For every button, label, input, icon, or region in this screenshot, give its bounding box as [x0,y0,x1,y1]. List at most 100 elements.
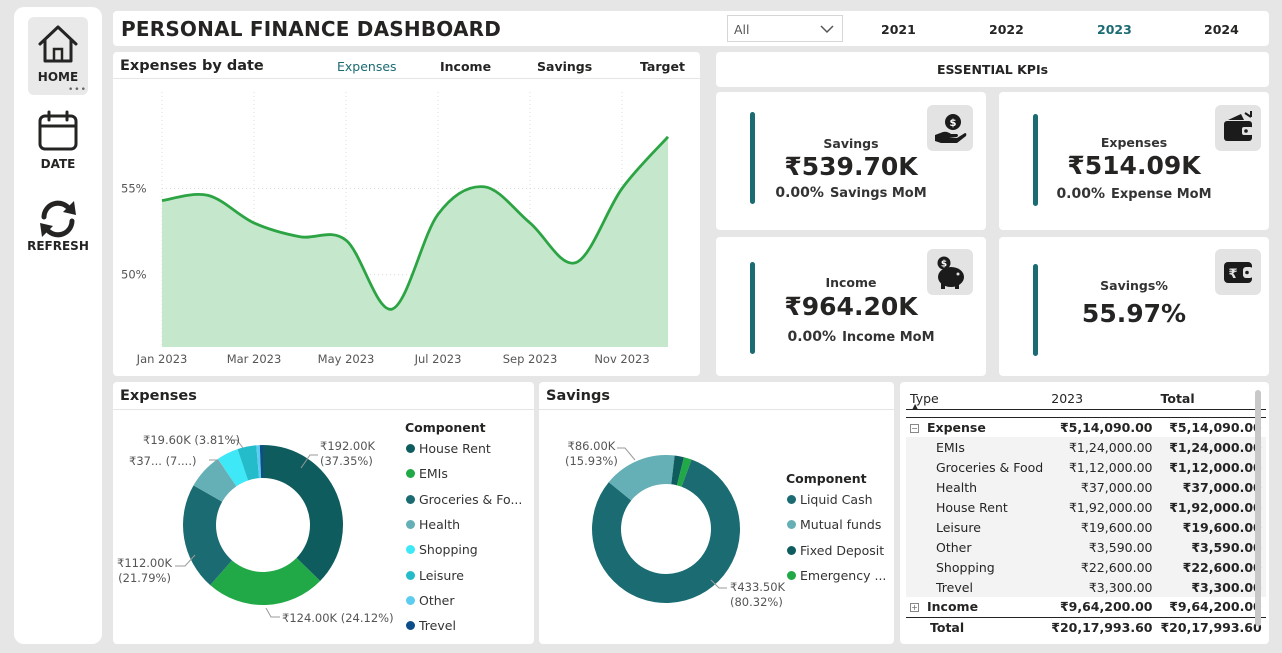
matrix-card: ▲ Type 2023 Total − Expense ₹5,14,090.00 … [900,382,1269,644]
matrix-income-row[interactable]: + Income ₹9,64,200.00 ₹9,64,200.00 [910,599,1262,615]
matrix-expense-item-row: Shopping ₹22,600.00 ₹22,600.00 [906,557,1266,577]
line-chart-title: Expenses by date [120,58,264,74]
legend-dot-icon [406,444,415,453]
savings-legend-item[interactable]: Fixed Deposit [787,543,884,558]
label-groceries: ₹112.00K (21.79%) [117,556,173,585]
legend-dot-icon [406,469,415,479]
leader-line [617,447,636,461]
label-shopping: ₹19.60K (3.81%) [143,433,240,447]
savings-legend-title: Component [786,471,867,486]
x-tick-label: Sep 2023 [503,352,558,366]
kpi-expenses-mom-label: Expense MoM [1111,187,1212,202]
x-tick-label: Jan 2023 [136,352,188,366]
line-chart: 55% 50% Jan 2023 Mar 2023 May 2023 Jul 2023 Se… [121,92,670,366]
kpi-savings-card: $ Savings ₹539.70K 0.00% Savings MoM [716,92,986,230]
savings-slice [676,457,692,487]
expand-icon[interactable]: + [910,603,919,613]
leader-line [300,454,318,469]
legend-dot-icon [406,595,415,605]
savings-slice [671,455,684,486]
savings-slice [608,455,675,501]
kpi-income-label: Income [825,275,877,290]
kpi-income-mom-pct: 0.00% [787,329,837,345]
expenses-legend-item[interactable]: Health [406,517,460,532]
kpi-expenses-value: ₹514.09K [1067,151,1201,180]
year-2022[interactable]: 2022 [989,22,1024,37]
hand-coin-icon: $ [927,105,973,151]
expenses-slice [263,445,343,582]
tab-savings[interactable]: Savings [537,59,593,74]
matrix-expense-item-row: House Rent ₹1,92,000.00 ₹1,92,000.00 [906,497,1266,517]
x-tick-label: Mar 2023 [227,352,282,366]
savings-donut-chart [592,447,740,603]
expenses-legend-item[interactable]: Other [406,593,455,608]
matrix-header-total[interactable]: Total [1160,391,1195,407]
matrix-scrollbar[interactable] [1255,390,1261,626]
leader-line [175,554,196,567]
kpi-expenses-mom-pct: 0.00% [1056,186,1106,202]
expenses-legend-item[interactable]: Shopping [406,542,478,557]
home-icon [38,25,78,63]
kpi-savings-pct-value: 55.97% [1081,299,1187,328]
piggy-bank-icon: $ [927,249,973,295]
year-2023[interactable]: 2023 [1097,22,1132,37]
svg-text:$: $ [941,260,947,270]
matrix-header-2023[interactable]: 2023 [1051,391,1084,407]
kpi-savings-mom-pct: 0.00% [775,185,824,201]
svg-text:$: $ [950,118,957,129]
x-tick-label: Nov 2023 [594,352,649,366]
expenses-legend-item[interactable]: Trevel [406,618,456,633]
refresh-button[interactable]: REFRESH [24,195,92,257]
label-house-rent: ₹192.00K (37.35%) [320,439,376,468]
tab-expenses[interactable]: Expenses [337,59,397,74]
savings-donut-card: Savings ₹433.50K (80.32%) ₹86.00K (15.93… [539,382,894,644]
x-tick-label: May 2023 [318,352,375,366]
matrix-expense-item-row: Leisure ₹19,600.00 ₹19,600.00 [906,517,1266,537]
expenses-donut-chart [175,439,343,618]
label-liquid-cash: ₹433.50K (80.32%) [730,580,786,609]
series-line [161,135,670,311]
matrix-expense-row[interactable]: − Expense ₹5,14,090.00 ₹5,14,090.00 [910,419,1262,435]
matrix-header-row: Type 2023 Total [906,389,1266,409]
area-fill [162,136,668,347]
wallet-icon [1215,105,1261,151]
legend-dot-icon [406,570,415,580]
kpi-savings-mom: 0.00% Savings MoM [721,185,981,201]
expenses-slice [183,485,232,586]
more-dots-icon: ••• [68,85,87,95]
tab-income[interactable]: Income [440,59,492,74]
home-label: HOME [37,70,79,84]
label-health: ₹37... (7....) [129,454,197,468]
matrix-header-type[interactable]: Type [910,391,939,407]
savings-legend-item[interactable]: Mutual funds [787,517,881,532]
kpi-savings-pct-card: ₹ Savings% 55.97% [999,237,1269,376]
expenses-legend-item[interactable]: EMIs [406,466,448,481]
matrix-total-row: Total ₹20,17,993.60 ₹20,17,993.60 [906,616,1266,637]
tab-target[interactable]: Target [640,59,685,74]
year-2021[interactable]: 2021 [881,22,916,37]
collapse-icon[interactable]: − [910,423,919,433]
expenses-legend-item[interactable]: Groceries & Fo... [406,492,522,507]
home-button[interactable]: HOME ••• [28,17,88,95]
year-filter-dropdown[interactable]: All [727,15,843,42]
matrix-expense-item-row: Health ₹37,000.00 ₹37,000.00 [906,477,1266,497]
date-button[interactable]: DATE [28,107,88,175]
expenses-donut-title: Expenses [120,388,197,404]
kpi-income-card: $ Income ₹964.20K 0.00% Income MoM [716,237,986,376]
y-tick-label: 50% [121,268,147,282]
sort-arrow-icon: ▲ [912,402,919,411]
savings-title-underline [539,409,894,410]
kpi-savings-pct-label: Savings% [1100,278,1168,293]
rupee-wallet-icon: ₹ [1215,249,1261,295]
year-2024[interactable]: 2024 [1204,22,1239,37]
savings-slice [592,459,740,603]
savings-legend-item[interactable]: Emergency ... [787,568,886,583]
savings-legend-item[interactable]: Liquid Cash [787,492,873,507]
expenses-legend-item[interactable]: House Rent [406,441,491,456]
tab-underline [113,78,700,79]
header-bar: PERSONAL FINANCE DASHBOARD All 2021 2022… [113,11,1269,46]
expenses-legend-item[interactable]: Leisure [406,568,464,583]
matrix-expense-item-row: Trevel ₹3,300.00 ₹3,300.00 [906,577,1266,597]
matrix-expense-item-row: EMIs ₹1,24,000.00 ₹1,24,000.00 [906,437,1266,457]
legend-dot-icon [787,545,796,555]
